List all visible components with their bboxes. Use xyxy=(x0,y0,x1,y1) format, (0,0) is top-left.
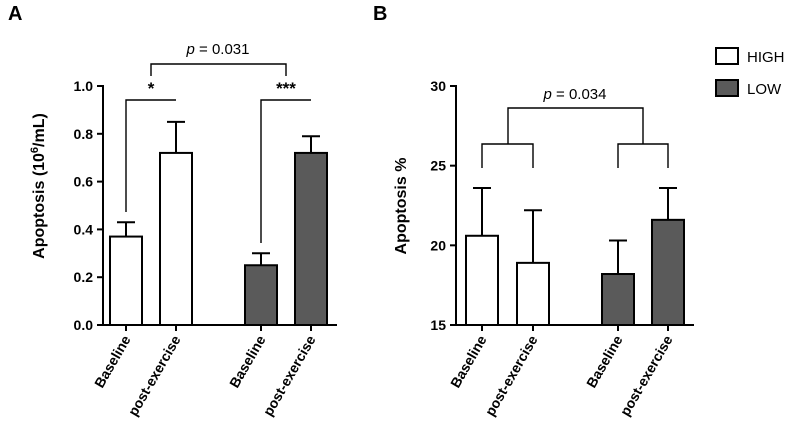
legend-swatch-high xyxy=(715,47,739,65)
x-category-label: post-exercise xyxy=(260,332,319,418)
y-tick-label: 30 xyxy=(430,78,446,94)
bracket-overall xyxy=(507,107,644,144)
panel-a-letter: A xyxy=(8,3,22,25)
bar-low-2 xyxy=(601,273,635,327)
y-tick-label: 1.0 xyxy=(74,78,94,94)
panel-b-letter: B xyxy=(373,3,387,25)
x-category-label: Baseline xyxy=(583,332,626,390)
y-tick-label: 20 xyxy=(430,237,446,253)
legend: HIGH LOW xyxy=(715,47,785,98)
legend-label-low: LOW xyxy=(747,81,782,98)
y-tick-label: 0.4 xyxy=(74,221,94,237)
bracket-low-pair xyxy=(260,99,311,243)
legend-label-high: HIGH xyxy=(747,49,785,66)
significance-label: * xyxy=(148,79,155,98)
x-category-label: post-exercise xyxy=(482,332,541,418)
bracket-overall xyxy=(150,63,287,76)
bar-low-3 xyxy=(294,151,328,326)
panel-a-ylabel: Apoptosis (106/mL) xyxy=(29,113,48,259)
x-category-label: post-exercise xyxy=(617,332,676,418)
panel-b-ylabel: Apoptosis % xyxy=(393,158,410,255)
y-tick-label: 25 xyxy=(430,158,446,174)
bar-low-2 xyxy=(244,264,278,326)
bar-high-0 xyxy=(109,235,143,327)
y-tick-label: 15 xyxy=(430,317,446,333)
bracket-high-pair xyxy=(481,143,534,168)
bar-high-0 xyxy=(465,234,499,326)
y-tick-label: 0.6 xyxy=(74,174,94,190)
bracket-high-pair xyxy=(125,99,176,212)
bar-low-3 xyxy=(651,218,685,326)
x-category-label: Baseline xyxy=(447,332,490,390)
bar-high-1 xyxy=(159,151,193,326)
p-value-label: p = 0.034 xyxy=(543,86,607,103)
y-tick-label: 0.2 xyxy=(74,269,94,285)
x-category-label: post-exercise xyxy=(125,332,184,418)
p-value-label: p = 0.031 xyxy=(186,41,250,58)
bracket-low-pair xyxy=(617,143,669,168)
y-tick-label: 0.8 xyxy=(74,126,94,142)
legend-swatch-low xyxy=(715,79,739,97)
significance-label: *** xyxy=(276,79,296,98)
y-tick-label: 0.0 xyxy=(74,317,94,333)
x-category-label: Baseline xyxy=(226,332,269,390)
x-category-label: Baseline xyxy=(91,332,134,390)
bar-high-1 xyxy=(516,261,550,326)
